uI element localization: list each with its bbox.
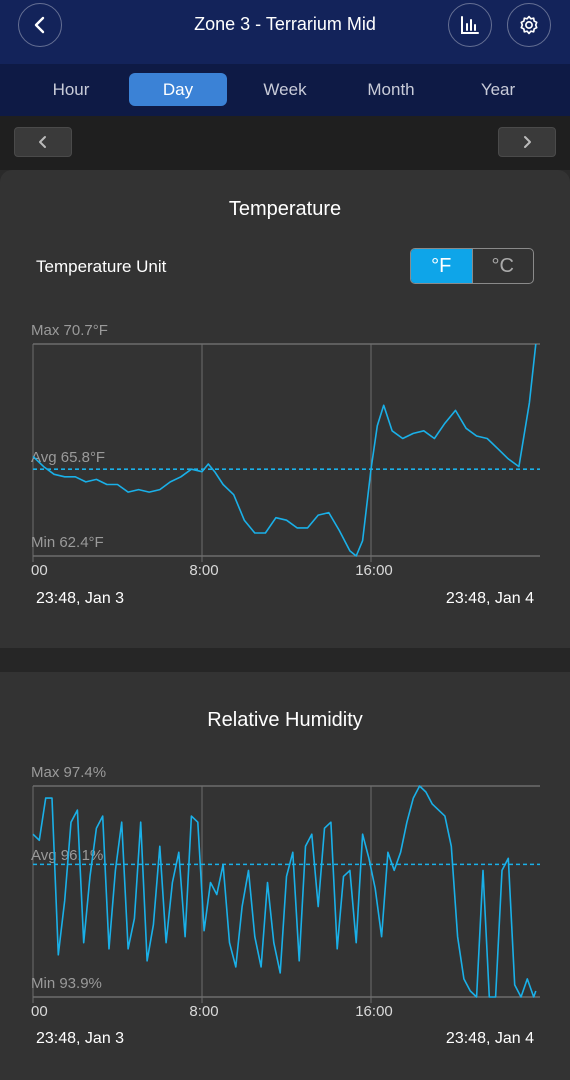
page-title: Zone 3 - Terrarium Mid (194, 14, 376, 34)
temperature-x-tick-16: 16:00 (355, 562, 393, 579)
bar-chart-icon (461, 16, 479, 34)
tab-hour[interactable]: Hour (52, 80, 90, 99)
tab-week[interactable]: Week (263, 80, 307, 99)
humidity-series-line-0 (32, 785, 537, 998)
humidity-title: Relative Humidity (207, 709, 363, 731)
humidity-range-end: 23:48, Jan 4 (445, 1030, 534, 1047)
chevron-left-icon (34, 16, 45, 34)
previous-period-button[interactable] (14, 127, 72, 157)
temperature-avg-label: Avg 65.8°F (31, 449, 105, 466)
temperature-range-start: 23:48, Jan 3 (36, 590, 125, 607)
humidity-x-tick-16: 16:00 (355, 1003, 393, 1020)
temperature-title: Temperature (228, 198, 342, 220)
humidity-avg-label: Avg 96.1% (31, 847, 103, 864)
temperature-card: Temperature Temperature Unit °F °C Max 7… (0, 170, 570, 648)
chevron-right-icon (524, 136, 531, 148)
next-period-button[interactable] (498, 127, 556, 157)
card-separator (0, 648, 570, 672)
tab-day[interactable]: Day (129, 73, 227, 106)
temperature-x-tick-8: 8:00 (189, 562, 218, 579)
temperature-chart: Max 70.7°F Avg 65.8°F Min 62.4°F 00 8:00… (31, 322, 540, 579)
humidity-range-start: 23:48, Jan 3 (36, 1030, 125, 1047)
temperature-x-tick-00: 00 (31, 562, 48, 579)
humidity-min-label: Min 93.9% (31, 975, 102, 992)
chart-view-button[interactable] (448, 3, 492, 47)
temperature-unit-label: Temperature Unit (36, 257, 167, 276)
date-navigation (0, 116, 570, 170)
back-button[interactable] (18, 3, 62, 47)
unit-celsius-option[interactable]: °C (471, 249, 534, 283)
tab-month[interactable]: Month (367, 80, 415, 99)
settings-button[interactable] (507, 3, 551, 47)
temperature-series-line-0 (32, 343, 537, 557)
humidity-x-tick-00: 00 (31, 1003, 48, 1020)
tab-year[interactable]: Year (480, 80, 516, 99)
header-bar: Zone 3 - Terrarium Mid (0, 0, 570, 64)
gear-icon (520, 15, 538, 35)
temperature-min-label: Min 62.4°F (31, 534, 104, 551)
humidity-x-tick-8: 8:00 (189, 1003, 218, 1020)
period-tabs: Hour Day Week Month Year (0, 64, 570, 116)
humidity-card: Relative Humidity Max 97.4% Avg 96.1% Mi… (0, 672, 570, 1080)
temperature-range-end: 23:48, Jan 4 (445, 590, 534, 607)
humidity-max-label: Max 97.4% (31, 764, 106, 781)
unit-fahrenheit-option[interactable]: °F (411, 249, 472, 283)
temperature-unit-toggle: °F °C (410, 248, 534, 284)
humidity-chart: Max 97.4% Avg 96.1% Min 93.9% 00 8:00 16… (31, 764, 540, 1020)
temperature-max-label: Max 70.7°F (31, 322, 108, 339)
chevron-left-icon (39, 136, 46, 148)
